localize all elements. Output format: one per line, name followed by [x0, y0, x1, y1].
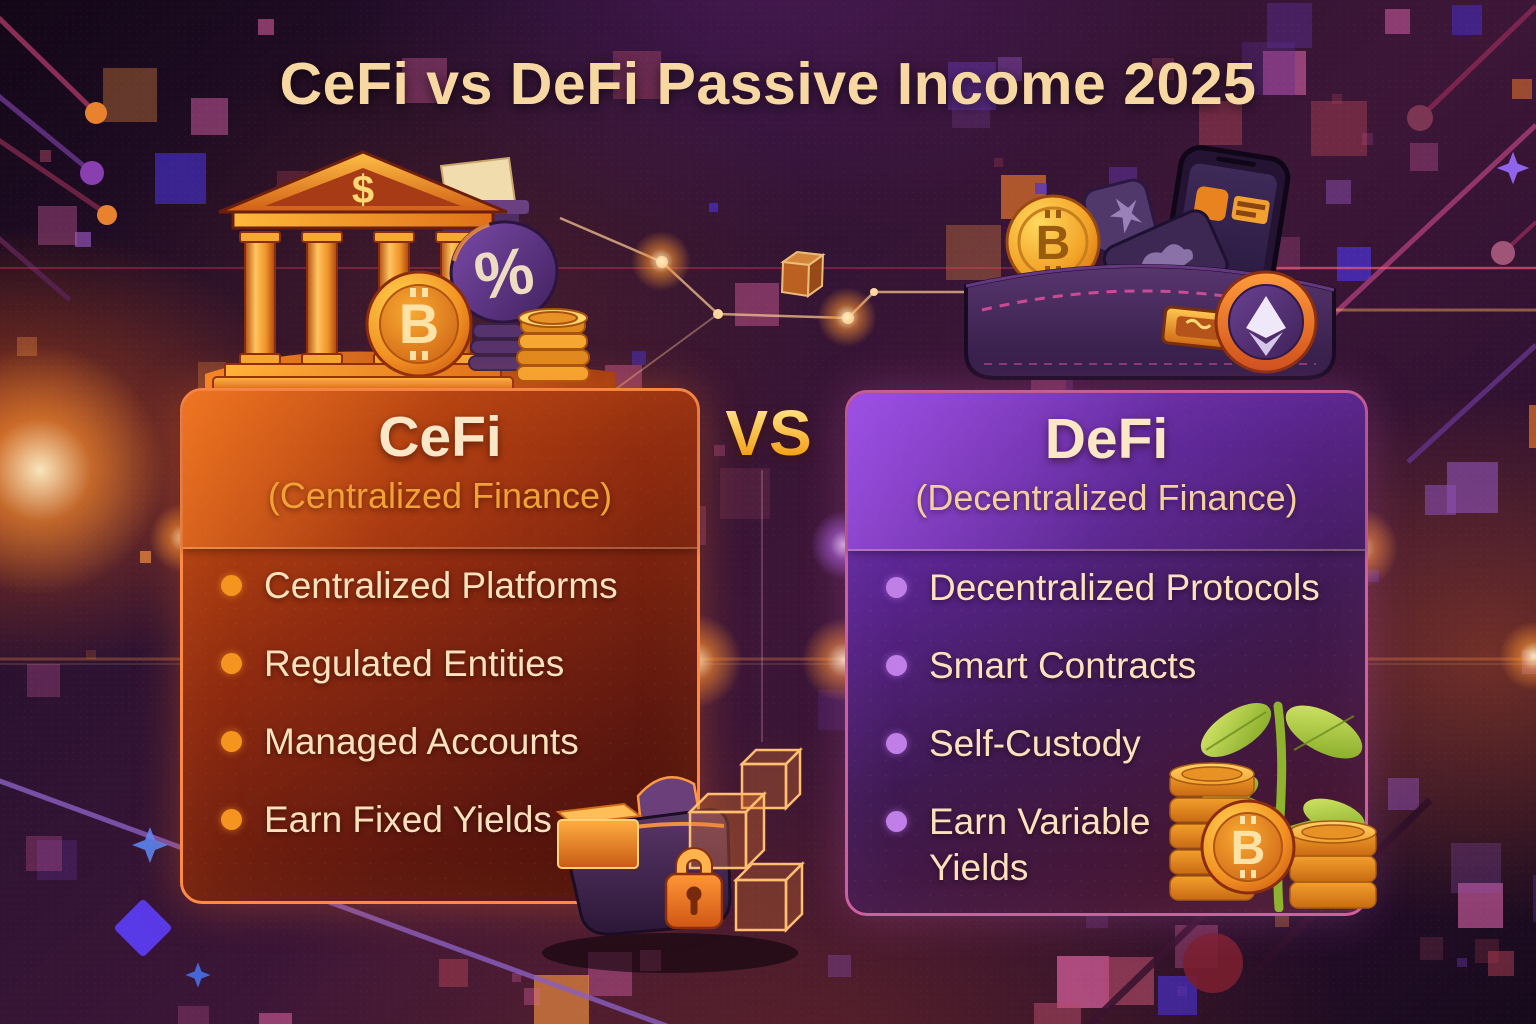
padlock-icon	[664, 847, 724, 930]
bitcoin-symbol: B	[1036, 217, 1071, 270]
bullet-item: Centralized Platforms	[221, 563, 667, 609]
bullet-text: Earn Variable Yields	[929, 801, 1151, 888]
defi-bullet-list: Decentralized Protocols Smart Contracts …	[848, 565, 1365, 891]
bullet-dot-icon	[221, 809, 242, 830]
bullet-text: Decentralized Protocols	[929, 567, 1320, 608]
bullet-dot-icon	[886, 811, 907, 832]
bitcoin-coin-icon: B	[365, 270, 473, 378]
bullet-text: Smart Contracts	[929, 645, 1197, 686]
dollar-sign-icon: $	[352, 168, 374, 212]
vault-illustration	[530, 722, 860, 982]
mini-cube-icon	[780, 250, 826, 298]
coin-plant-illustration: B	[1148, 692, 1393, 917]
bullet-item: Earn Variable Yields	[886, 799, 1335, 891]
bullet-text: Centralized Platforms	[264, 565, 618, 606]
cefi-title: CeFi	[378, 405, 502, 469]
bitcoin-coin-icon: B	[1200, 799, 1296, 895]
bitcoin-symbol: B	[399, 292, 439, 355]
cefi-subtitle: (Centralized Finance)	[267, 475, 613, 516]
coin-stack-icon	[516, 308, 590, 382]
bullet-text: Regulated Entities	[264, 643, 565, 684]
defi-card-header: DeFi (Decentralized Finance)	[848, 393, 1365, 551]
bullet-dot-icon	[886, 733, 907, 754]
bullet-dot-icon	[221, 653, 242, 674]
bullet-dot-icon	[886, 655, 907, 676]
blockchain-cube-icon	[738, 746, 804, 812]
shadow	[542, 933, 798, 973]
percent-coin-icon: %	[449, 220, 559, 324]
bullet-dot-icon	[221, 731, 242, 752]
bullet-item: Smart Contracts	[886, 643, 1335, 689]
bullet-text: Earn Fixed Yields	[264, 799, 552, 840]
cefi-illustration: $ %	[205, 148, 615, 401]
defi-title: DeFi	[1044, 407, 1169, 471]
bullet-dot-icon	[886, 577, 907, 598]
coin-stack-icon	[1289, 820, 1377, 909]
bullet-item: Regulated Entities	[221, 641, 667, 687]
cefi-card-header: CeFi (Centralized Finance)	[183, 391, 697, 549]
defi-subtitle: (Decentralized Finance)	[915, 477, 1298, 518]
blockchain-cube-icon	[732, 860, 806, 934]
main-title: CeFi vs DeFi Passive Income 2025	[279, 51, 1257, 117]
versus-label: VS	[714, 396, 824, 470]
bullet-item: Earn Fixed Yields	[221, 797, 667, 843]
defi-illustration: B	[950, 138, 1350, 405]
bullet-text: Self-Custody	[929, 723, 1141, 764]
cefi-bullet-list: Centralized Platforms Regulated Entities…	[183, 563, 697, 843]
ethereum-coin-icon	[1214, 270, 1318, 374]
bullet-item: Decentralized Protocols	[886, 565, 1335, 611]
bullet-dot-icon	[221, 575, 242, 596]
percent-icon: %	[470, 232, 538, 313]
bitcoin-symbol: B	[1231, 822, 1266, 875]
